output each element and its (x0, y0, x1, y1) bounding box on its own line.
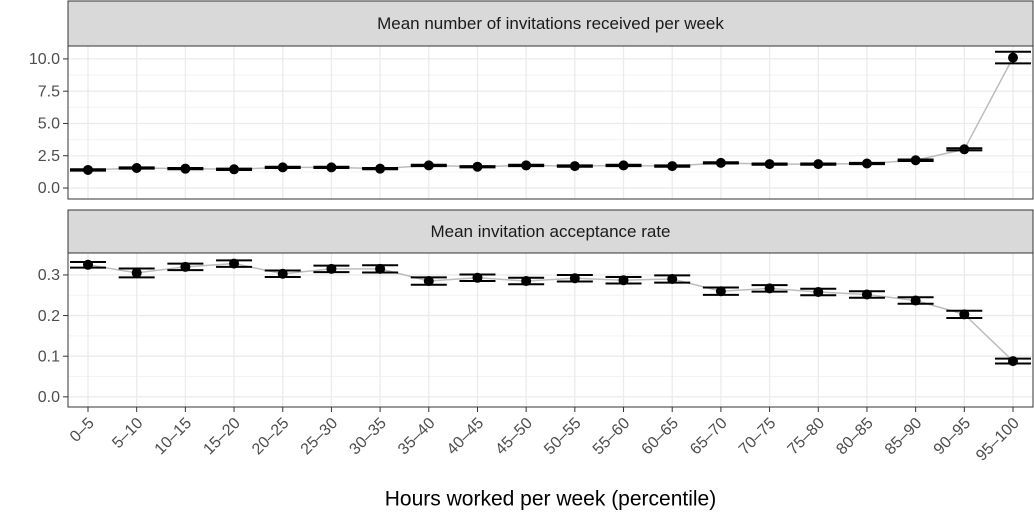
point (959, 309, 970, 320)
point (423, 276, 434, 287)
point (1008, 356, 1018, 367)
point (521, 160, 532, 171)
x-tick-label: 55–60 (590, 415, 634, 459)
point (180, 163, 191, 174)
point (326, 162, 337, 173)
point (180, 261, 191, 272)
y-tick-label: 0.2 (38, 308, 60, 325)
x-tick-label: 30–35 (346, 415, 390, 459)
point (375, 263, 386, 274)
point (715, 157, 726, 168)
point (229, 258, 240, 269)
x-tick-label: 5–10 (109, 415, 146, 452)
y-tick-label: 2.5 (38, 148, 60, 165)
x-axis-title: Hours worked per week (percentile) (385, 488, 716, 511)
x-tick-label: 90–95 (931, 415, 975, 459)
point (569, 161, 580, 172)
y-tick-label: 0.0 (38, 180, 60, 197)
point (618, 275, 629, 286)
x-tick-label: 80–85 (833, 415, 877, 459)
point (861, 289, 872, 300)
point (764, 283, 775, 294)
point (472, 161, 483, 172)
point (813, 287, 824, 298)
point (277, 268, 288, 279)
point (472, 272, 483, 283)
panel-border (67, 252, 1034, 408)
connector-line (87, 262, 1014, 362)
y-tick-label: 7.5 (38, 83, 60, 100)
point (1008, 52, 1018, 63)
panel-border (67, 45, 1034, 200)
point (83, 259, 93, 270)
x-tick-label: 75–80 (785, 415, 829, 459)
point (569, 273, 580, 284)
point (131, 267, 142, 278)
x-tick-label: 85–90 (882, 415, 926, 459)
strip (67, 209, 1034, 254)
panel-bg (68, 46, 1033, 199)
y-tick-label: 0.3 (38, 267, 60, 284)
point (959, 144, 970, 155)
y-tick-label: 10.0 (29, 51, 60, 68)
point (131, 163, 142, 174)
point (910, 155, 921, 166)
point (326, 263, 337, 274)
y-tick-label: 5.0 (38, 116, 60, 133)
point (423, 160, 434, 171)
x-tick-label: 10–15 (152, 415, 196, 459)
x-tick-label: 95–100 (973, 415, 1023, 465)
point (521, 276, 532, 287)
strip-title: Mean invitation acceptance rate (430, 222, 670, 241)
x-tick-label: 25–30 (298, 415, 342, 459)
x-tick-label: 65–70 (687, 415, 731, 459)
x-tick-label: 40–45 (444, 415, 488, 459)
x-tick-label: 70–75 (736, 415, 780, 459)
strip-title: Mean number of invitations received per … (377, 14, 724, 33)
point (375, 163, 386, 174)
y-tick-label: 0.0 (38, 389, 60, 406)
x-tick-label: 15–20 (200, 415, 244, 459)
x-tick-label: 50–55 (541, 415, 585, 459)
strip (67, 0, 1034, 47)
point (229, 164, 240, 175)
y-tick-label: 0.1 (38, 348, 60, 365)
x-tick-label: 35–40 (395, 415, 439, 459)
point (667, 161, 678, 172)
point (861, 158, 872, 169)
point (618, 160, 629, 171)
point (667, 274, 678, 285)
point (910, 295, 921, 306)
x-tick-label: 60–65 (639, 415, 683, 459)
point (715, 286, 726, 297)
point (83, 164, 93, 175)
point (813, 159, 824, 170)
panel-bg (68, 253, 1033, 407)
point (764, 159, 775, 170)
point (277, 162, 288, 173)
x-tick-label: 20–25 (249, 415, 293, 459)
x-tick-label: 45–50 (492, 415, 536, 459)
x-tick-label: 0–5 (67, 415, 98, 446)
